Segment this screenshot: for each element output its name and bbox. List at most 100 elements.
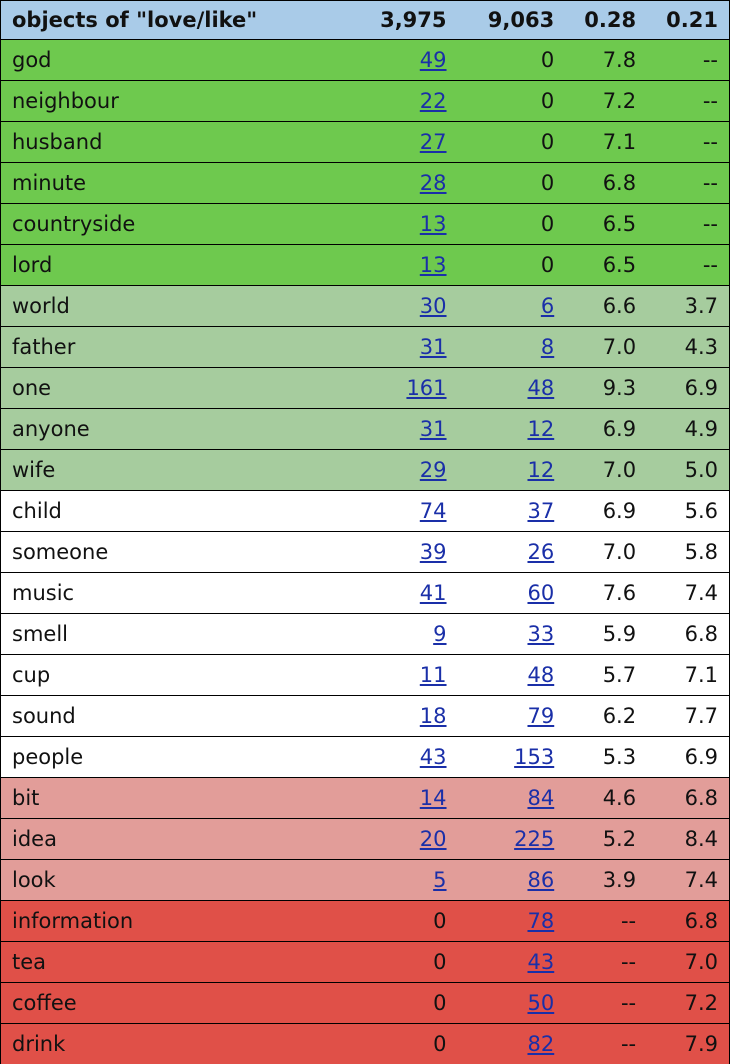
row-score-2: 6.9 [647, 736, 729, 777]
row-count-1: 27 [349, 121, 458, 162]
row-count-1-link[interactable]: 31 [419, 417, 447, 441]
row-score-1: 6.5 [565, 203, 648, 244]
row-count-1-link[interactable]: 39 [419, 540, 447, 564]
row-count-2: 37 [457, 490, 566, 531]
row-count-2-link[interactable]: 33 [527, 622, 555, 646]
row-count-2-link[interactable]: 12 [527, 417, 555, 441]
row-count-1: 39 [349, 531, 458, 572]
row-word: idea [1, 818, 350, 859]
row-score-1: 6.8 [565, 162, 648, 203]
header-s2: 0.21 [647, 0, 729, 39]
row-count-1: 0 [349, 1023, 458, 1064]
table-row: world 30 6 6.6 3.7 [1, 285, 729, 326]
row-score-1: 7.0 [565, 531, 648, 572]
table-row: lord 13 0 6.5 -- [1, 244, 729, 285]
row-count-1-link[interactable]: 11 [419, 663, 447, 687]
row-count-1: 14 [349, 777, 458, 818]
row-score-1: 7.2 [565, 80, 648, 121]
row-count-1: 31 [349, 408, 458, 449]
row-word: one [1, 367, 350, 408]
row-count-1-link[interactable]: 28 [419, 171, 447, 195]
row-word: child [1, 490, 350, 531]
row-count-1-link[interactable]: 27 [419, 130, 447, 154]
row-count-1-link[interactable]: 41 [419, 581, 447, 605]
row-count-2: 153 [457, 736, 566, 777]
row-score-2: 7.4 [647, 572, 729, 613]
row-count-1-link[interactable]: 161 [406, 376, 447, 400]
row-score-1: 6.9 [565, 408, 648, 449]
row-count-1: 41 [349, 572, 458, 613]
row-count-2-link[interactable]: 26 [527, 540, 555, 564]
row-count-2: 33 [457, 613, 566, 654]
row-count-1-link[interactable]: 13 [419, 253, 447, 277]
row-word: god [1, 39, 350, 80]
row-count-1-link[interactable]: 43 [419, 745, 447, 769]
row-word: smell [1, 613, 350, 654]
row-count-1: 13 [349, 244, 458, 285]
row-count-1-link[interactable]: 13 [419, 212, 447, 236]
table-row: cup 11 48 5.7 7.1 [1, 654, 729, 695]
row-score-2: 8.4 [647, 818, 729, 859]
row-count-1-link[interactable]: 5 [433, 868, 447, 892]
table-row: music 41 60 7.6 7.4 [1, 572, 729, 613]
table-row: sound 18 79 6.2 7.7 [1, 695, 729, 736]
table-row: anyone 31 12 6.9 4.9 [1, 408, 729, 449]
row-score-2: 7.7 [647, 695, 729, 736]
table-row: someone 39 26 7.0 5.8 [1, 531, 729, 572]
row-score-2: 5.6 [647, 490, 729, 531]
row-count-1-link[interactable]: 22 [419, 89, 447, 113]
row-count-1-link[interactable]: 31 [419, 335, 447, 359]
row-word: anyone [1, 408, 350, 449]
row-score-2: 7.0 [647, 941, 729, 982]
row-count-1: 13 [349, 203, 458, 244]
row-count-2-link[interactable]: 86 [527, 868, 555, 892]
row-score-2: -- [647, 244, 729, 285]
row-count-2-link[interactable]: 78 [527, 909, 555, 933]
row-count-2: 0 [457, 80, 566, 121]
row-count-1: 0 [349, 941, 458, 982]
row-score-2: -- [647, 39, 729, 80]
table-row: idea 20 225 5.2 8.4 [1, 818, 729, 859]
row-count-2-link[interactable]: 84 [527, 786, 555, 810]
row-count-2-link[interactable]: 37 [527, 499, 555, 523]
row-word: sound [1, 695, 350, 736]
row-count-1-link[interactable]: 18 [419, 704, 447, 728]
row-count-2-link[interactable]: 6 [540, 294, 555, 318]
row-count-1: 22 [349, 80, 458, 121]
row-word: lord [1, 244, 350, 285]
row-count-1: 18 [349, 695, 458, 736]
row-score-2: 5.8 [647, 531, 729, 572]
row-count-1-link[interactable]: 14 [419, 786, 447, 810]
row-word: someone [1, 531, 350, 572]
row-count-1-link[interactable]: 29 [419, 458, 447, 482]
row-score-2: 6.9 [647, 367, 729, 408]
row-count-2-link[interactable]: 48 [527, 376, 555, 400]
row-count-2: 82 [457, 1023, 566, 1064]
row-count-2: 26 [457, 531, 566, 572]
row-count-1-link[interactable]: 49 [419, 48, 447, 72]
row-count-1-link[interactable]: 30 [419, 294, 447, 318]
row-score-1: 6.6 [565, 285, 648, 326]
row-count-2-link[interactable]: 225 [514, 827, 555, 851]
row-count-2-link[interactable]: 48 [527, 663, 555, 687]
row-word: father [1, 326, 350, 367]
row-count-1-link[interactable]: 74 [419, 499, 447, 523]
row-count-2-link[interactable]: 8 [540, 335, 555, 359]
row-count-2-link[interactable]: 79 [527, 704, 555, 728]
row-count-1-link[interactable]: 20 [419, 827, 447, 851]
table-row: smell 9 33 5.9 6.8 [1, 613, 729, 654]
row-count-1-link[interactable]: 9 [433, 622, 447, 646]
row-count-1: 74 [349, 490, 458, 531]
row-count-2-link[interactable]: 43 [527, 950, 555, 974]
row-count-2-link[interactable]: 50 [527, 991, 555, 1015]
row-count-2-link[interactable]: 153 [514, 745, 555, 769]
row-word: people [1, 736, 350, 777]
row-count-2-link[interactable]: 12 [527, 458, 555, 482]
row-word: drink [1, 1023, 350, 1064]
row-count-2-link[interactable]: 60 [527, 581, 555, 605]
row-count-2-link[interactable]: 82 [527, 1032, 555, 1056]
row-count-2: 0 [457, 203, 566, 244]
row-word: cup [1, 654, 350, 695]
row-count-2: 43 [457, 941, 566, 982]
